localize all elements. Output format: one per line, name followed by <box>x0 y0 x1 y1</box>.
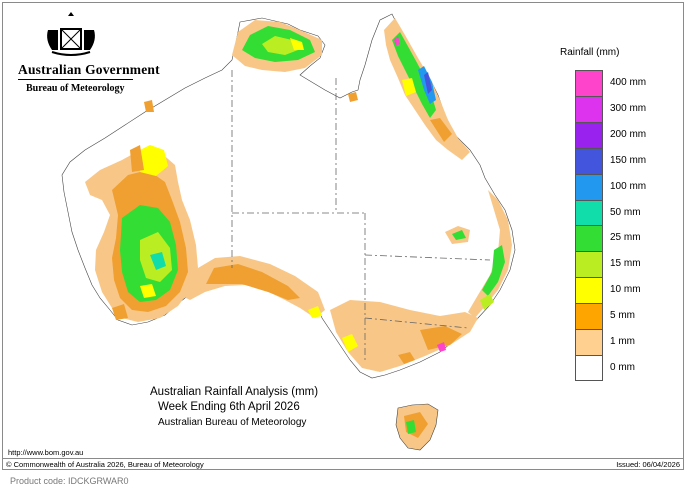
legend-label: 15 mm <box>610 258 641 270</box>
legend-label: 300 mm <box>610 102 647 114</box>
legend-swatch <box>576 200 602 227</box>
branding-divider <box>18 79 133 80</box>
legend-swatch <box>576 122 602 149</box>
legend-label: 10 mm <box>610 284 641 296</box>
legend-label: 200 mm <box>610 128 647 140</box>
map-title: Australian Rainfall Analysis (mm) <box>150 386 319 398</box>
legend-label: 0 mm <box>610 362 635 374</box>
rain-central-qld-25mm <box>452 230 466 240</box>
rain-wa-north-10mm <box>136 145 168 176</box>
legend-label: 1 mm <box>610 336 635 348</box>
legend-color-scale <box>575 70 603 381</box>
legend-title: Rainfall (mm) <box>560 47 620 58</box>
map-subtitle: Week Ending 6th April 2026 <box>158 401 300 413</box>
rain-wa-north-5mm <box>130 145 144 172</box>
legend-label: 25 mm <box>610 232 641 244</box>
rain-top-end-15mm <box>262 36 298 55</box>
rain-qld-150mm <box>424 72 432 94</box>
legend-swatch <box>576 148 602 175</box>
rain-qld-400mm <box>394 36 400 46</box>
rain-wa-south-10mm <box>140 284 156 298</box>
state-borders <box>231 70 491 360</box>
rain-tasmania-25mm <box>406 420 416 434</box>
legend-swatch <box>576 174 602 201</box>
legend-swatch <box>576 226 602 253</box>
rain-qld-5mm <box>430 118 452 142</box>
rain-wa-50mm <box>150 252 166 270</box>
rain-arnhem-dot <box>348 92 358 102</box>
rain-southeast-magenta <box>437 342 446 352</box>
rain-southeast-5mm <box>420 326 462 350</box>
rain-pilbara-dot <box>144 100 154 112</box>
copyright-text: © Commonwealth of Australia 2026, Bureau… <box>6 460 204 469</box>
legend-swatch <box>576 330 602 356</box>
product-code: Product code: IDCKGRWAR0 <box>10 476 129 486</box>
legend-label: 150 mm <box>610 154 647 166</box>
legend-label: 50 mm <box>610 206 641 218</box>
footer-bar: © Commonwealth of Australia 2026, Bureau… <box>2 458 684 471</box>
legend-swatch <box>576 71 602 97</box>
rain-victoria-5mm <box>398 352 415 364</box>
issued-date: Issued: 06/04/2026 <box>616 460 680 469</box>
rain-southeast-10mm <box>342 334 358 352</box>
legend-swatch <box>576 304 602 331</box>
bom-url: http://www.bom.gov.au <box>8 448 84 457</box>
rain-qld-10mm <box>402 78 416 96</box>
legend-swatch <box>576 355 602 380</box>
map-title-block: Australian Rainfall Analysis (mm) Week E… <box>150 385 318 430</box>
coat-of-arms-icon <box>47 12 95 56</box>
legend-label: 5 mm <box>610 310 635 322</box>
rain-qld-25mm <box>392 32 436 118</box>
legend-swatch <box>576 252 602 279</box>
legend-label: 100 mm <box>610 180 647 192</box>
rain-bight-10mm <box>308 306 322 318</box>
rain-east-coast-1mm <box>468 190 512 318</box>
rain-bight-5mm <box>206 264 300 300</box>
rain-wa-sw-patch <box>112 304 128 320</box>
map-credit: Australian Bureau of Meteorology <box>158 417 307 428</box>
rain-east-coast-15mm <box>480 294 494 310</box>
government-name: Australian Government <box>18 62 160 77</box>
rain-east-coast-25mm <box>482 245 505 296</box>
legend-swatch <box>576 278 602 305</box>
rain-top-end-10mm <box>290 38 304 50</box>
bureau-name: Bureau of Meteorology <box>26 83 125 94</box>
legend-swatch <box>576 96 602 123</box>
legend-label: 400 mm <box>610 76 647 88</box>
